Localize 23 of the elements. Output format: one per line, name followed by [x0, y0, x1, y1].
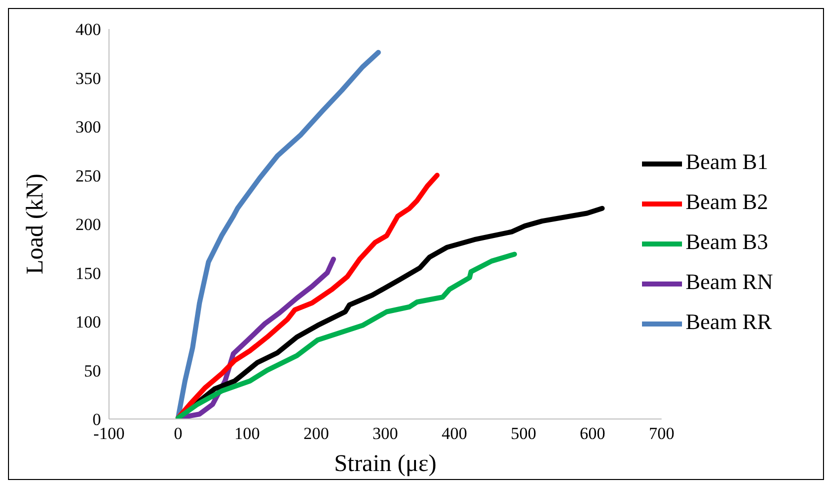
y-axis-title: Load (kN): [22, 174, 49, 274]
legend-label: Beam B1: [686, 149, 768, 174]
x-tick-label: 500: [510, 424, 536, 444]
x-tick-label: 300: [372, 424, 398, 444]
legend-label: Beam B3: [686, 229, 768, 254]
x-tick-label: 0: [174, 424, 182, 444]
legend-label: Beam RR: [686, 309, 772, 334]
y-tick-label: 300: [76, 118, 101, 137]
x-axis-title: Strain (με): [334, 451, 436, 477]
y-tick-label: 250: [76, 166, 101, 186]
y-tick-label: 50: [84, 361, 101, 380]
y-tick-label: 150: [76, 264, 101, 283]
x-tick-label: 400: [442, 424, 468, 444]
y-tick-label: 400: [76, 20, 101, 40]
x-tick-label: 200: [303, 424, 329, 444]
legend-label: Beam B2: [686, 189, 768, 214]
y-tick-label: 100: [76, 312, 101, 332]
x-tick-label: 600: [580, 424, 606, 444]
x-tick-label: 700: [648, 424, 674, 444]
y-tick-label: 350: [76, 68, 101, 88]
y-tick-label: 200: [76, 215, 101, 234]
x-tick-label: 100: [234, 424, 260, 444]
legend-label: Beam RN: [686, 269, 773, 294]
